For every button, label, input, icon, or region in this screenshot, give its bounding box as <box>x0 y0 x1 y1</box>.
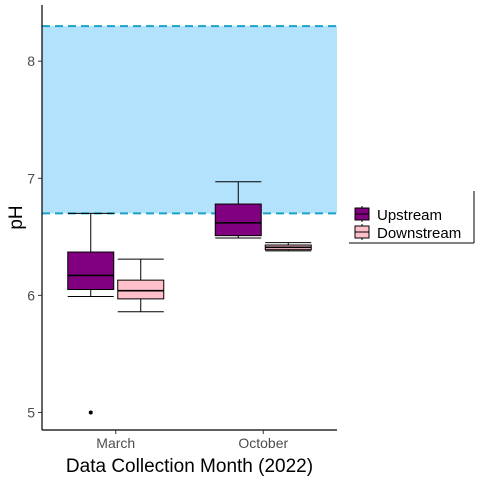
x-axis-title: Data Collection Month (2022) <box>66 456 313 477</box>
y-tick-label: 7 <box>27 170 35 186</box>
legend-label-upstream: Upstream <box>377 207 442 224</box>
box-upstream-march <box>67 212 115 415</box>
reference-band-fill <box>42 26 337 214</box>
reference-band-layer <box>42 25 337 215</box>
box-upstream-october <box>214 181 262 239</box>
legend-item-upstream: Upstream <box>354 206 442 224</box>
box-body <box>67 251 115 291</box>
box-body <box>214 203 262 237</box>
x-tick-label: October <box>238 435 288 451</box>
legend-item-downstream: Downstream <box>354 224 461 242</box>
box-layer <box>67 181 312 415</box>
axis-layer: 5 6 7 8 March October <box>27 5 337 451</box>
y-axis-title: pH <box>6 205 27 229</box>
y-tick-label: 8 <box>27 53 35 69</box>
box-downstream-october <box>264 242 312 252</box>
box-downstream-march <box>117 258 165 313</box>
y-tick-label: 6 <box>27 287 35 303</box>
box-body <box>117 279 165 300</box>
outlier-point <box>88 410 93 415</box>
x-tick-label: March <box>96 435 135 451</box>
y-tick-label: 5 <box>27 404 35 420</box>
legend-label-downstream: Downstream <box>377 225 461 242</box>
